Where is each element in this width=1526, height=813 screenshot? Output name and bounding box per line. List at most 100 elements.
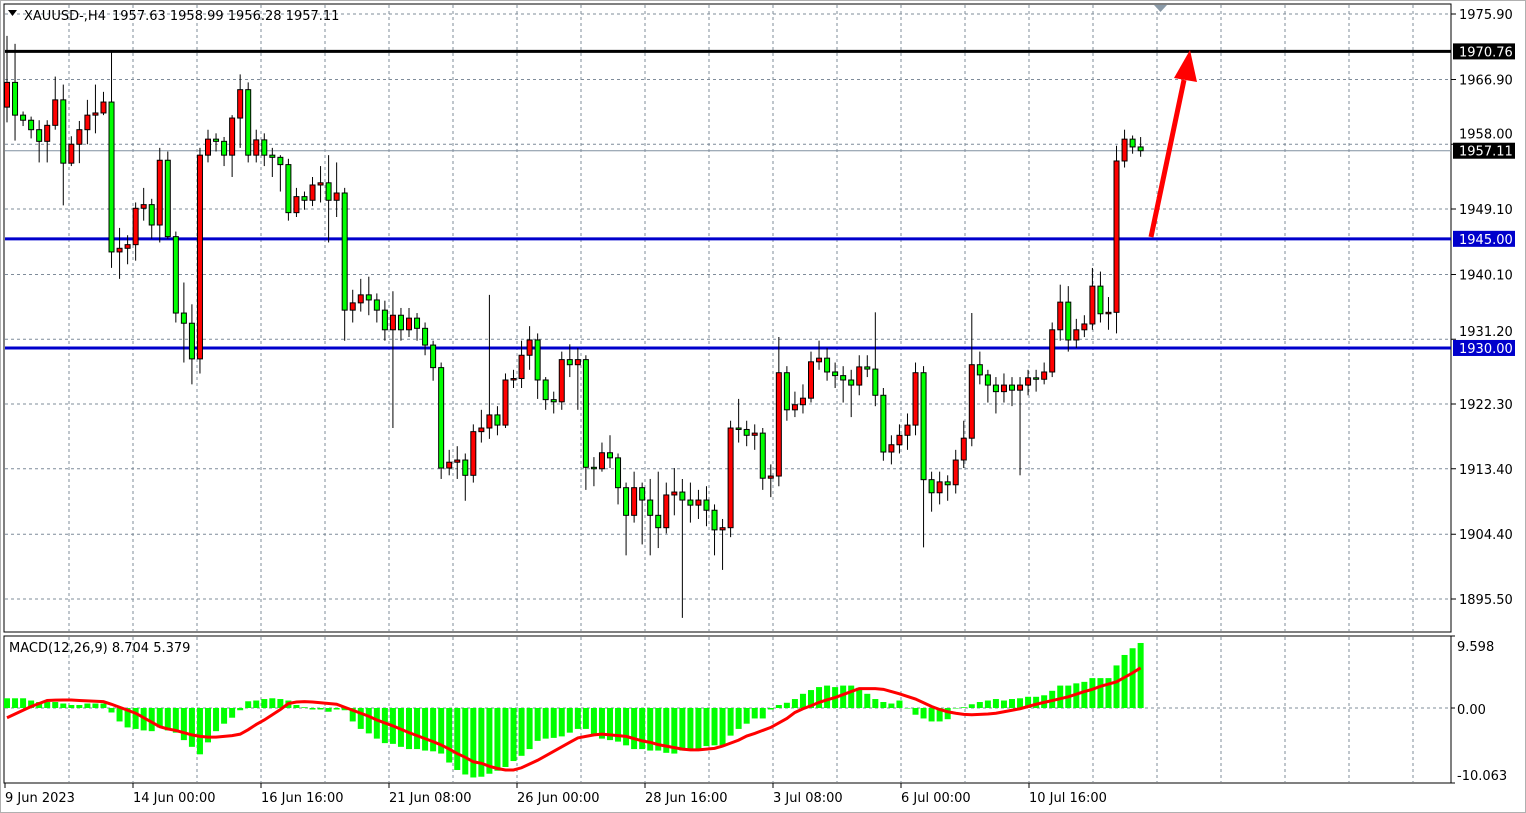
macd-histogram-bar (1057, 685, 1064, 708)
candle-body (542, 379, 549, 401)
price-axis-label: 1966.90 (1459, 73, 1513, 88)
horizontal-levels[interactable] (5, 49, 1451, 350)
candle (1073, 318, 1080, 348)
candle-body (68, 143, 75, 164)
candle (1105, 297, 1112, 330)
candle (454, 446, 461, 479)
candle (1041, 362, 1048, 385)
candle (4, 35, 10, 123)
macd-histogram-bar (880, 702, 887, 708)
candle (936, 471, 943, 505)
candle (68, 136, 75, 167)
macd-histogram-bar (582, 708, 589, 729)
macd-histogram-bar (76, 705, 83, 708)
macd-indicator (4, 642, 1144, 778)
chart-header: XAUUSD-,H4 1957.63 1958.99 1956.28 1957.… (8, 9, 339, 24)
macd-histogram-bar (349, 708, 356, 722)
macd-histogram-bar (100, 703, 107, 708)
candle-body (615, 457, 622, 489)
macd-histogram-bar (373, 708, 380, 739)
candle (1000, 373, 1007, 403)
candle (406, 307, 412, 338)
candle-body (1049, 329, 1056, 373)
axes: 1975.90 1966.90 1958.00 1949.10 1940.10 1931.… (4, 8, 1515, 806)
candle-body (430, 344, 437, 369)
macd-histogram-bar (751, 708, 758, 719)
candle-body (20, 114, 27, 121)
candle (229, 115, 236, 177)
macd-histogram-bar (365, 708, 372, 734)
ohlc-readout: 1957.63 1958.99 1956.28 1957.11 (112, 9, 339, 24)
candle-body (438, 367, 445, 469)
candle-body (663, 494, 670, 529)
candle (550, 391, 557, 414)
candle (952, 449, 959, 494)
macd-histogram-bar (52, 702, 59, 708)
macd-label: MACD(12,26,9) 8.704 5.379 (9, 641, 190, 656)
macd-histogram-bar (518, 708, 525, 756)
candle-body (1057, 301, 1064, 331)
level-price-tag (1453, 230, 1515, 247)
candle (566, 344, 573, 378)
macd-histogram-bar (960, 707, 967, 708)
candle-body (285, 164, 292, 214)
macd-histogram-bar (422, 708, 429, 751)
macd-histogram-bar (679, 708, 686, 751)
triangle-down-icon[interactable] (8, 10, 17, 16)
macd-histogram-bar (631, 708, 638, 750)
macd-histogram-bar (639, 708, 646, 750)
macd-histogram-bar (462, 708, 469, 775)
macd-histogram-bar (558, 708, 565, 737)
candle (518, 340, 525, 388)
macd-histogram-bar (671, 708, 678, 754)
candle-body (936, 481, 943, 494)
time-axis-label: 9 Jun 2023 (5, 791, 75, 806)
candle-body (550, 399, 557, 403)
macd-histogram-bar (510, 708, 517, 762)
candle (663, 482, 670, 534)
macd-histogram-bar (446, 708, 453, 763)
candle (703, 486, 710, 527)
candle-body (920, 372, 927, 481)
candle-body (1137, 146, 1144, 152)
macd-histogram-bar (438, 708, 445, 754)
price-axis-label: 1922.30 (1459, 398, 1513, 413)
macd-histogram-bar (944, 708, 951, 720)
macd-axis-label: 9.598 (1457, 640, 1494, 655)
level-price-tag (1453, 339, 1515, 356)
candle-body (44, 124, 51, 142)
macd-histogram-bar (196, 708, 203, 755)
candle (751, 424, 758, 450)
candle (438, 362, 445, 479)
candle-body (140, 204, 147, 209)
candle (542, 377, 549, 410)
candle (172, 231, 179, 323)
candle-body (679, 491, 686, 501)
red-arrow-annotation[interactable] (1148, 50, 1197, 238)
macd-histogram-bar (1089, 678, 1096, 708)
candle-body (221, 140, 228, 156)
candle-body (261, 139, 268, 156)
macd-histogram-bar (341, 708, 348, 711)
candle (928, 471, 935, 512)
chart-shift-marker-icon[interactable] (1154, 5, 1167, 12)
candle-body (574, 359, 581, 366)
candle (124, 235, 131, 265)
macd-histogram-bar (406, 708, 412, 750)
candle-body (1081, 323, 1088, 331)
candle (615, 453, 622, 505)
candle (422, 322, 429, 356)
macd-histogram-bar (253, 700, 260, 708)
candle-body (799, 397, 806, 406)
macd-histogram-bar (68, 705, 75, 708)
candle (76, 120, 83, 164)
macd-histogram-bar (269, 698, 276, 708)
candle-body (148, 204, 155, 226)
macd-histogram-bar (904, 708, 911, 709)
candle-body (422, 327, 429, 346)
candle (976, 351, 983, 385)
macd-histogram-bar (912, 708, 919, 715)
macd-histogram-bar (1129, 648, 1136, 708)
candle (639, 482, 646, 545)
